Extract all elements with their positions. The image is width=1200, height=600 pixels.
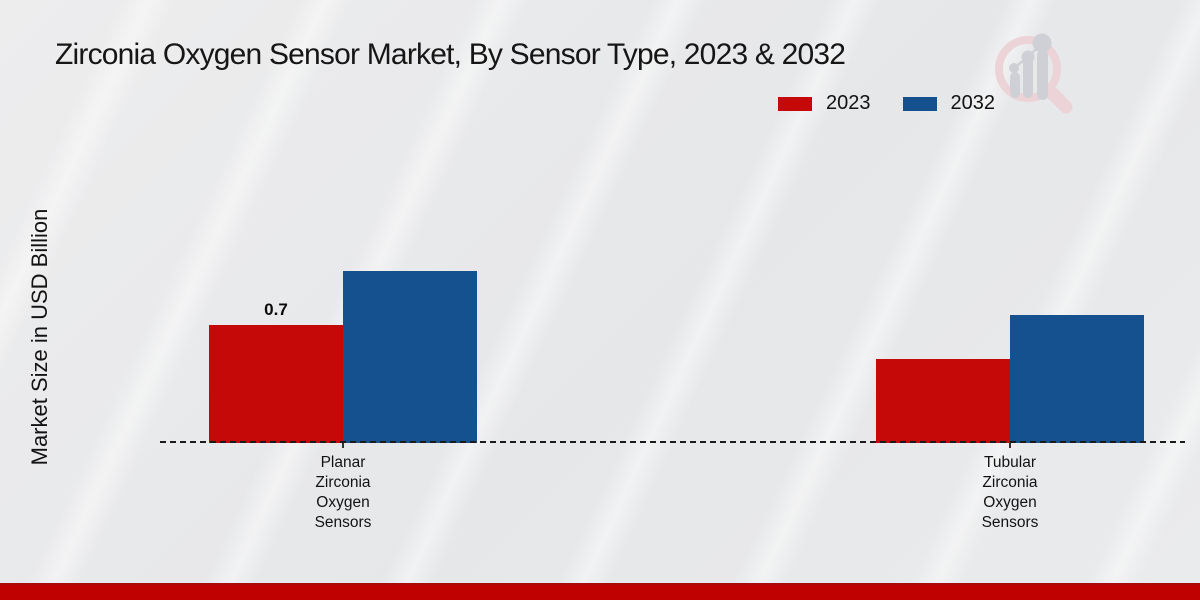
bar-2032-planar <box>343 271 477 443</box>
legend-label-2032: 2032 <box>950 92 996 114</box>
x-axis-tick <box>342 443 344 448</box>
x-axis-dashed-baseline <box>160 441 1185 443</box>
y-axis-label: Market Size in USD Billion <box>27 208 52 466</box>
legend: 2023 2032 <box>778 92 995 115</box>
category-label: Planar Zirconia Oxygen Sensors <box>314 454 372 531</box>
bar-value-label: 0.7 <box>264 299 288 319</box>
legend-item-2032: 2032 <box>902 92 996 115</box>
chart-title: Zirconia Oxygen Sensor Market, By Sensor… <box>55 38 846 71</box>
legend-label-2023: 2023 <box>826 92 871 114</box>
legend-item-2023: 2023 <box>778 92 871 115</box>
legend-swatch-2023 <box>778 96 812 111</box>
bar-2023-tubular <box>876 358 1010 443</box>
bar-2023-planar <box>209 325 343 443</box>
bar-2032-tubular <box>1010 314 1144 443</box>
plot-area: Planar Zirconia Oxygen Sensors Tubular Zi… <box>160 153 1185 531</box>
legend-swatch-2032 <box>902 96 937 111</box>
magnifier-bar-chart-watermark-icon <box>995 33 1073 114</box>
x-axis-tick <box>1009 443 1011 448</box>
category-label: Tubular Zirconia Oxygen Sensors <box>981 454 1039 531</box>
footer-accent-bar <box>0 583 1200 600</box>
